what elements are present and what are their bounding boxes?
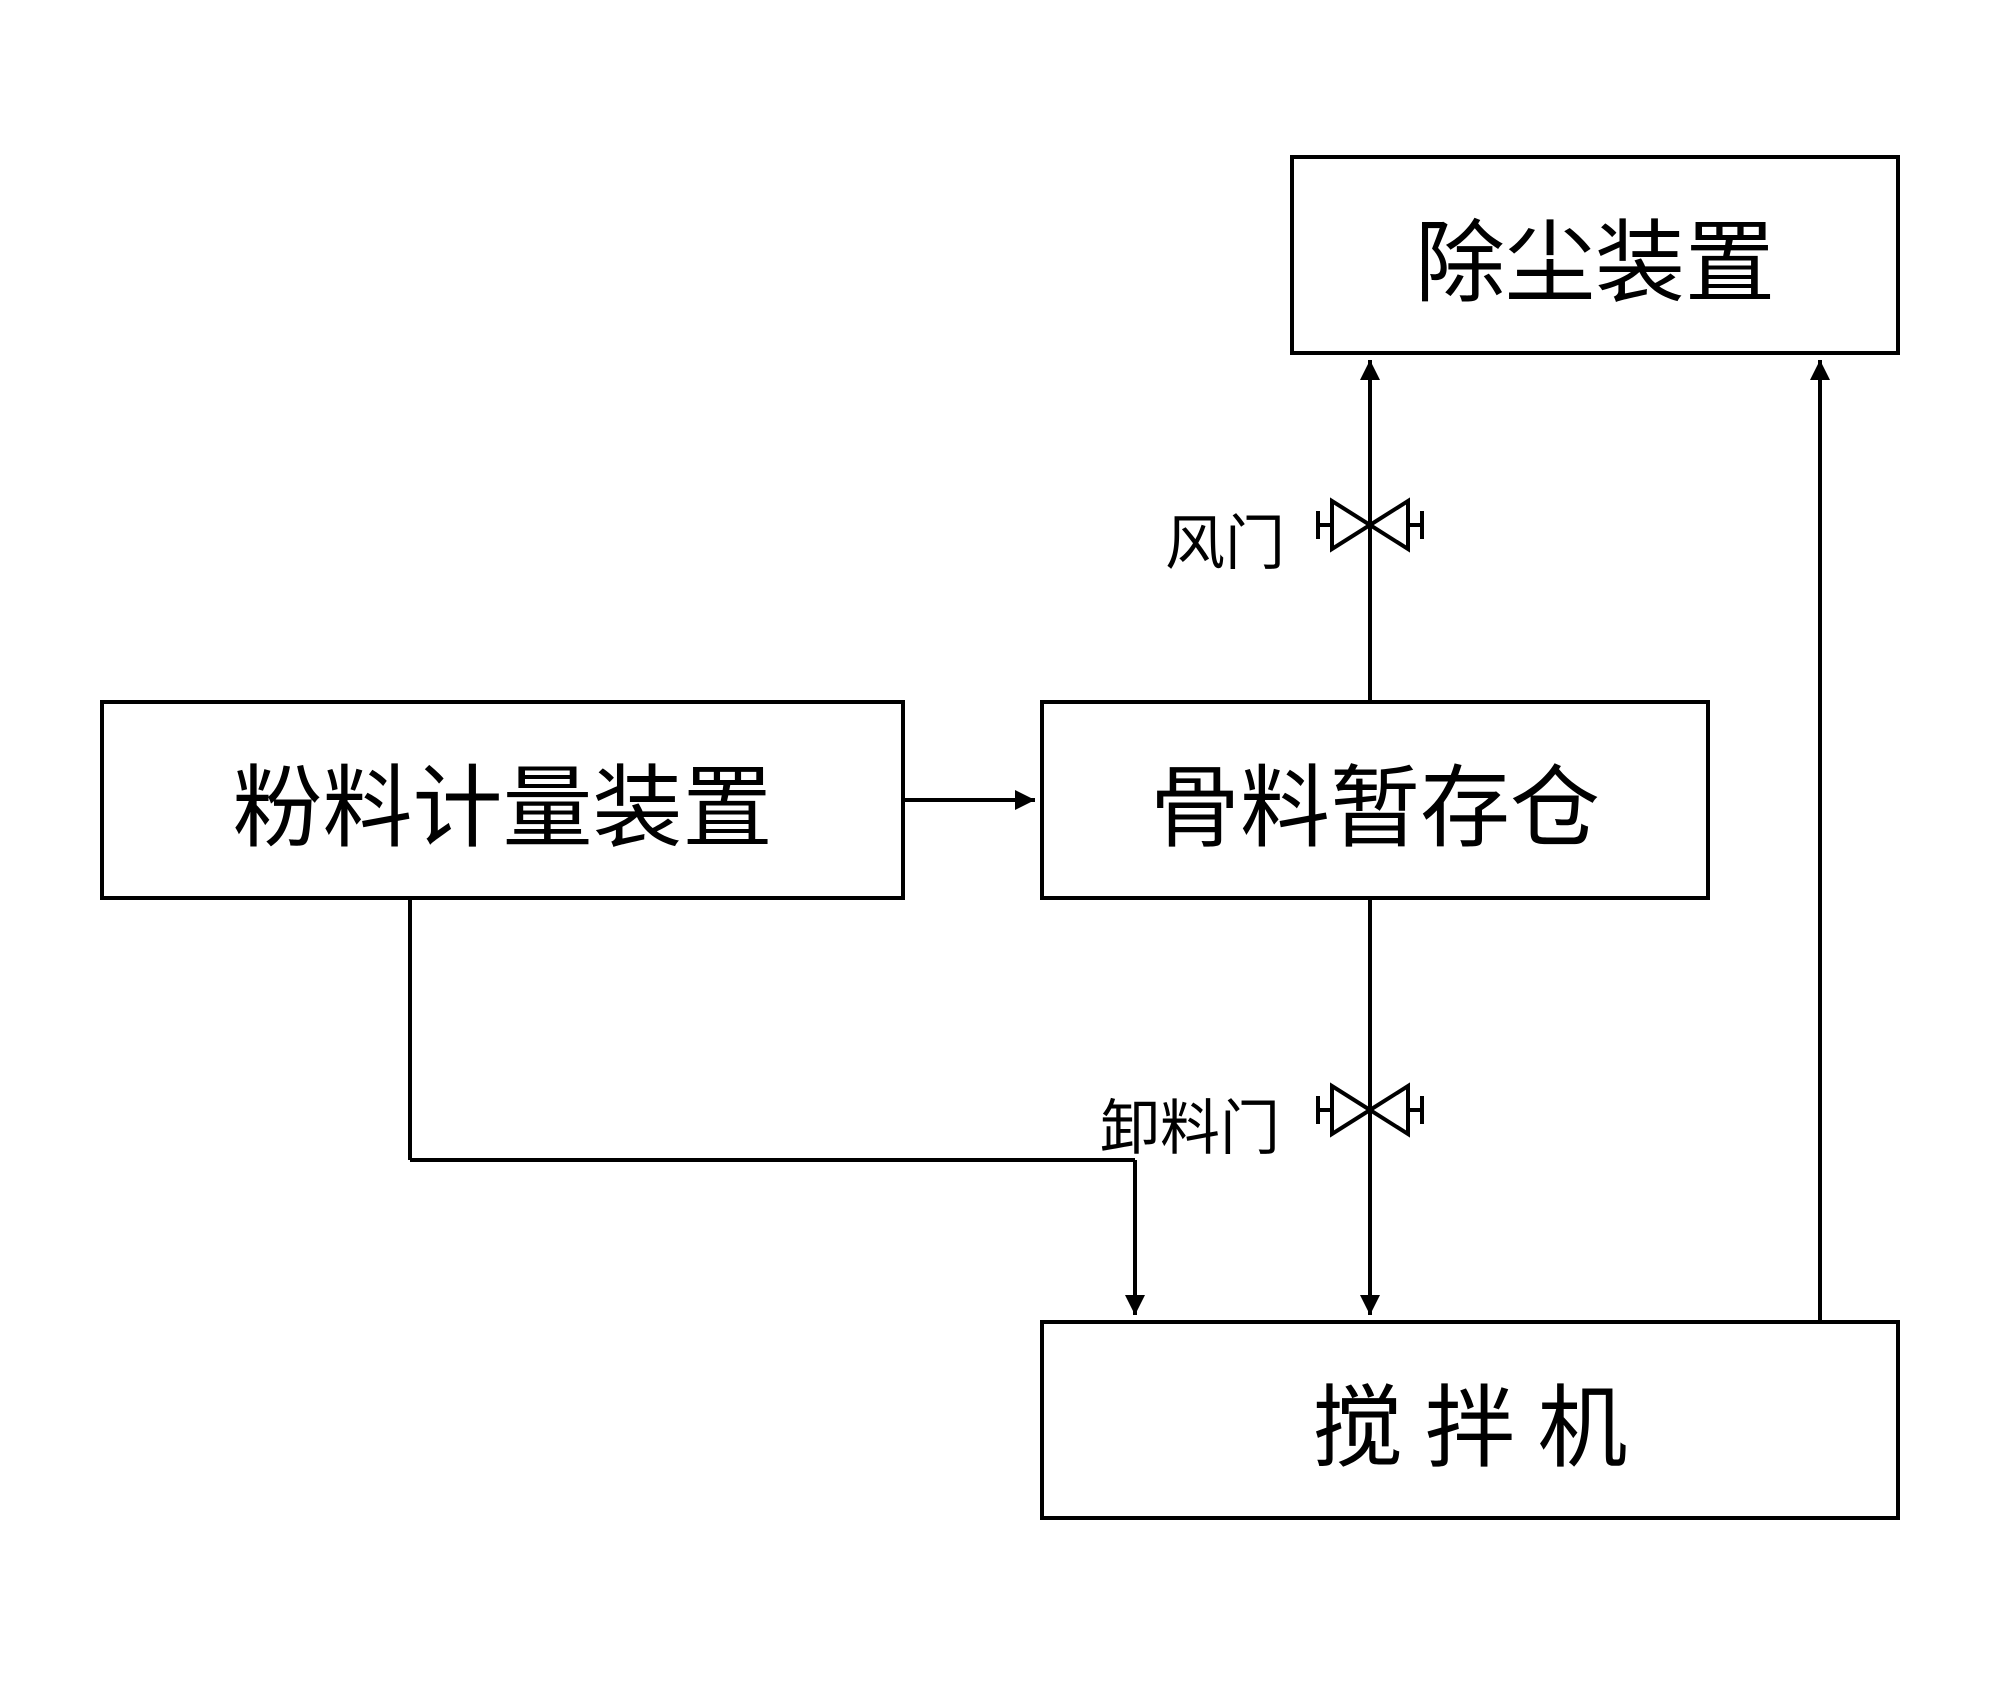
- dust-removal-box: 除尘装置: [1290, 155, 1900, 355]
- mixer-label: 搅 拌 机: [1313, 1355, 1628, 1485]
- aggregate-bin-box: 骨料暂存仓: [1040, 700, 1710, 900]
- discharge-gate-label: 卸料门: [1100, 1080, 1280, 1167]
- mixer-box: 搅 拌 机: [1040, 1320, 1900, 1520]
- powder-metering-box: 粉料计量装置: [100, 700, 905, 900]
- dust-removal-label: 除尘装置: [1415, 190, 1775, 320]
- aggregate-bin-label: 骨料暂存仓: [1150, 735, 1600, 865]
- powder-metering-label: 粉料计量装置: [233, 735, 773, 865]
- damper-label: 风门: [1165, 495, 1285, 582]
